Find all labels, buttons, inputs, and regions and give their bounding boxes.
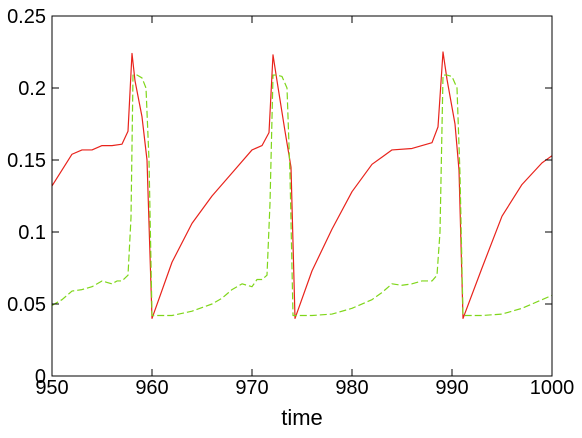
y-tick-label: 0.1 bbox=[18, 222, 46, 244]
ticks-layer: 950 960 970 980 990 1000 0 0.05 0.1 0.15 0.2 0.25 bbox=[7, 6, 574, 399]
x-tick-label: 1000 bbox=[530, 377, 575, 399]
series-line-red-solid bbox=[51, 51, 553, 319]
x-tick-label: 950 bbox=[35, 377, 68, 399]
x-tick-label: 970 bbox=[235, 377, 268, 399]
y-tick-label: 0.15 bbox=[7, 150, 46, 172]
x-tick-label: 990 bbox=[435, 377, 468, 399]
y-tick-label: 0.2 bbox=[18, 78, 46, 100]
series-line-green-dashed bbox=[51, 74, 553, 317]
plot-frame bbox=[51, 15, 553, 377]
y-tick-label: 0.25 bbox=[7, 6, 46, 28]
y-tick-label: 0.05 bbox=[7, 294, 46, 316]
x-tick-label: 960 bbox=[135, 377, 168, 399]
x-axis-title: time bbox=[281, 405, 323, 430]
x-tick-label: 980 bbox=[335, 377, 368, 399]
plot-background bbox=[52, 16, 552, 376]
y-tick-label: 0 bbox=[35, 366, 46, 388]
series-layer bbox=[51, 51, 553, 319]
